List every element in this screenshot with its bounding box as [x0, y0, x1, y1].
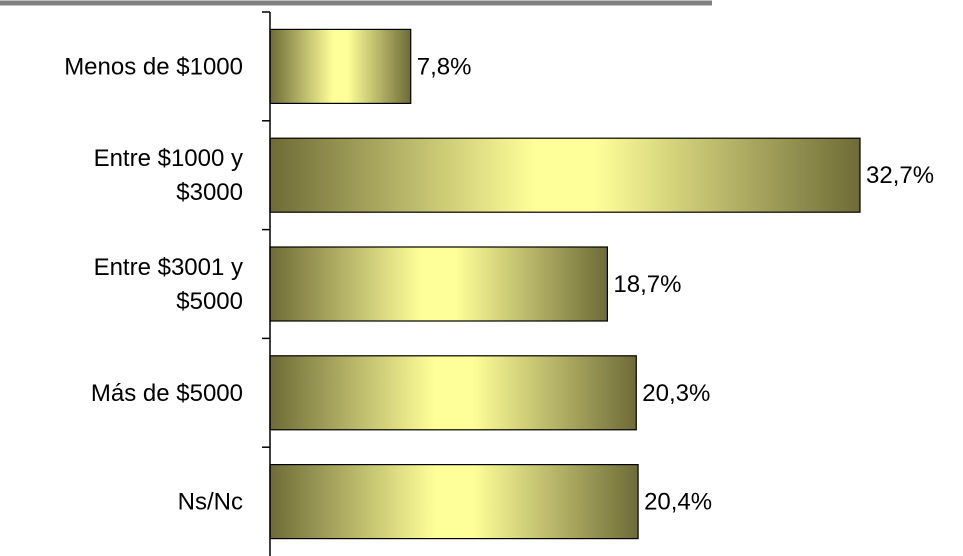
category-label: Ns/Nc	[178, 489, 243, 516]
value-label: 20,4%	[644, 489, 712, 516]
category-label: Entre $3001 y $5000	[94, 254, 243, 315]
y-axis	[262, 11, 271, 556]
value-labels: 7,8% 32,7% 18,7% 20,3% 20,4%	[417, 53, 934, 515]
bar	[269, 355, 637, 431]
bar	[269, 464, 639, 540]
category-label: Más de $5000	[91, 380, 243, 407]
value-label: 20,3%	[642, 380, 710, 407]
category-label: Menos de $1000	[64, 53, 243, 80]
bar	[269, 137, 861, 213]
bars-group	[269, 28, 861, 540]
value-label: 32,7%	[866, 162, 934, 189]
category-label: Entre $1000 y $3000	[94, 145, 243, 206]
bar	[269, 28, 412, 104]
value-label: 7,8%	[417, 53, 472, 80]
value-label: 18,7%	[613, 271, 681, 298]
bar	[269, 246, 609, 322]
category-labels: Menos de $1000 Entre $1000 y $3000 Entre $3…	[64, 53, 243, 515]
